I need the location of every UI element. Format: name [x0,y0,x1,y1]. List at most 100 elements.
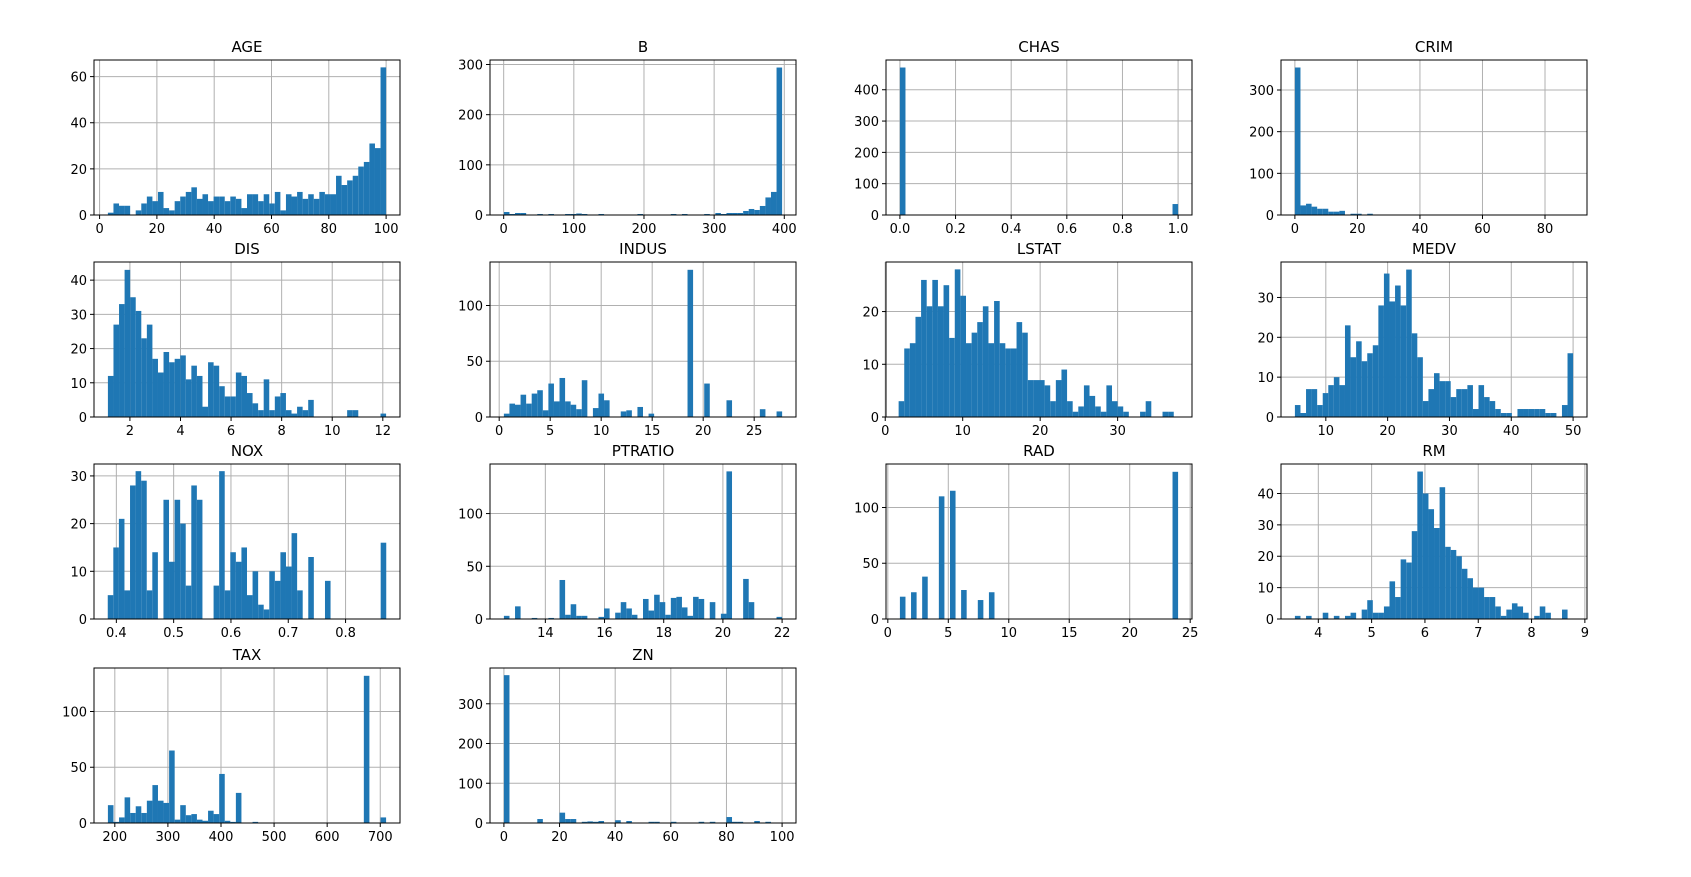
histogram-bar [665,614,671,619]
x-tick-label: 0.5 [163,626,184,641]
histogram-bar [1523,612,1529,619]
histogram-bar [743,578,749,619]
y-axis-ticks: 0 10 20 30 [70,470,94,628]
histogram-bar [191,187,197,215]
y-tick-label: 0 [1266,209,1274,224]
axes-frame [1280,261,1588,418]
histogram-bar [169,561,175,619]
histogram-bar [352,410,359,417]
histogram-bar [263,379,270,417]
histogram-bar [765,821,771,823]
histogram-bar [230,196,236,215]
histogram-bar [358,166,364,215]
histogram-bar [219,386,225,417]
histogram-bar [1078,406,1084,417]
x-tick-label: 5 [944,626,952,641]
histogram-bar [1534,409,1540,417]
histogram-bar [743,210,749,215]
histogram-bar [1361,609,1368,619]
histogram-bar [1344,615,1351,619]
x-tick-label: 0.8 [335,626,356,641]
y-tick-label: 30 [1257,519,1274,534]
histogram-bar [1395,597,1401,619]
histogram-bar [297,406,303,417]
histogram-bar [124,797,131,823]
histogram-bar [1450,397,1457,417]
histogram-bar [247,194,253,215]
histogram-bar [570,604,577,619]
y-tick-label: 0 [871,209,879,224]
histogram-bar [347,410,353,417]
x-tick-label: 0 [881,424,889,439]
histogram-bar [670,821,677,823]
histogram-bar [269,571,275,619]
x-tick-label: 20 [1379,424,1396,439]
histogram-bar [1422,401,1429,417]
histogram-tax: TAX 200 300 400 500 600 700 0 50 100 [62,646,401,845]
histogram-bar [1456,389,1462,417]
y-axis-ticks: 0 10 20 [862,306,886,426]
histogram-bar [313,198,320,215]
histogram-bar [1389,581,1396,619]
x-tick-label: 0 [95,222,103,237]
histogram-bar [1517,606,1524,619]
histogram-bars [107,471,387,619]
histogram-bar [107,595,114,619]
x-tick-label: 10 [954,424,971,439]
histogram-bar [280,393,286,417]
axes-frame [93,463,401,620]
histogram-bar [1311,206,1318,215]
y-axis-ticks: 0 50 100 [458,508,490,628]
histogram-bars [503,471,783,619]
histogram-bar [977,322,983,417]
histogram-bar [130,297,136,417]
histogram-bar [1495,606,1501,619]
histogram-bar [1511,603,1518,619]
histogram-bar [911,592,917,619]
histogram-bar [604,400,610,417]
histogram-bar [1428,509,1435,619]
histogram-bar [113,547,119,619]
y-tick-label: 50 [466,355,483,370]
histogram-bar [1484,397,1490,417]
x-axis-ticks: 0 10 20 30 [881,417,1126,439]
histogram-bar [169,750,175,823]
histogram-bar [1145,401,1152,417]
histogram-bar [202,406,209,417]
x-tick-label: 80 [1537,222,1554,237]
histogram-bar [269,203,275,215]
histogram-bar [1140,411,1146,417]
histogram-bar [509,403,516,417]
histogram-bar [180,355,186,417]
histogram-bar [966,343,972,417]
histogram-rm: RM 4 5 6 7 8 9 0 10 20 30 40 [1257,442,1589,641]
histogram-bar [971,332,978,417]
histogram-bar [1561,405,1568,417]
histogram-bar [124,269,131,417]
histogram-bar [1172,471,1179,619]
histogram-bar [598,393,605,417]
x-tick-label: 80 [718,830,735,845]
y-axis-ticks: 0 50 100 [458,299,490,426]
x-axis-ticks: 2 4 6 8 10 12 [126,417,391,439]
histogram-bar [576,615,582,619]
histogram-bar [659,602,666,619]
x-tick-label: 10 [324,424,341,439]
histogram-bar [1027,380,1034,417]
histogram-bar [180,196,186,215]
x-tick-label: 0 [1291,222,1299,237]
histogram-bar [319,191,325,215]
histogram-bar [380,413,387,417]
histogram-bars [1294,471,1568,619]
histogram-bar [587,821,593,823]
histogram-bar [770,191,777,215]
x-tick-label: 10 [1318,424,1335,439]
x-tick-label: 100 [770,830,795,845]
histogram-bar [152,201,158,215]
axes-frame [885,261,1193,418]
histogram-bar [258,604,264,619]
histogram-bar [526,403,532,417]
histogram-bar [515,606,521,619]
histogram-bar [1344,325,1351,417]
histogram-bar [982,306,989,417]
